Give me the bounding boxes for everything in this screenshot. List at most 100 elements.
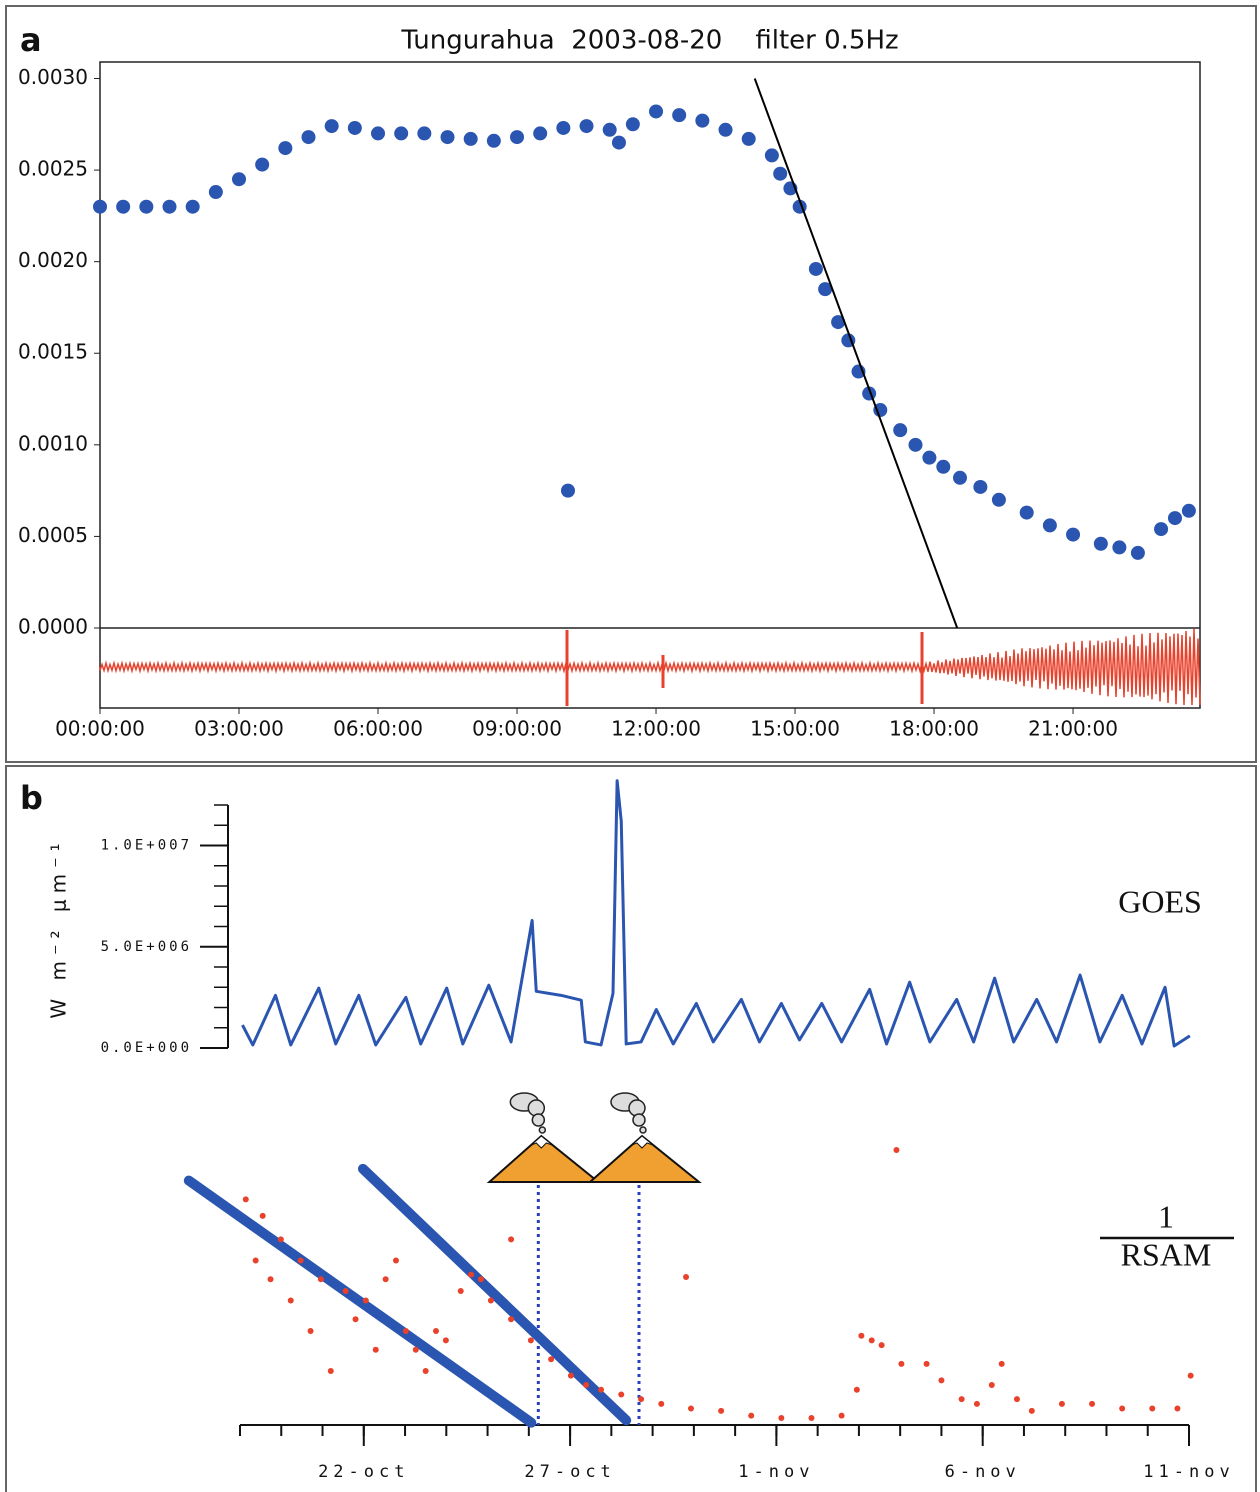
data-point [463,131,478,146]
volcano-body [486,1134,602,1183]
series-label: GOES [1118,883,1202,919]
rsam-point [277,1236,284,1243]
data-point [695,113,710,128]
rsam-point [1149,1405,1156,1412]
rsam-point [893,1147,900,1154]
rsam-point [327,1367,334,1374]
rsam-point [878,1342,885,1349]
y-tick-label: 0.0025 [18,157,88,181]
rsam-point [1187,1372,1194,1379]
volcano-icon [486,1092,602,1183]
y-tick-label: 0.0020 [18,248,88,272]
data-point [394,126,409,141]
data-point [1181,503,1196,518]
rsam-point [1058,1400,1065,1407]
volcano-snow [530,1135,553,1149]
series-label: RSAM [1121,1236,1212,1272]
data-point [371,126,386,141]
data-point [602,122,617,137]
data-point [232,172,247,187]
rsam-point [508,1316,515,1323]
rsam-point [352,1316,359,1323]
data-point [560,483,575,498]
x-tick-label: 00:00:00 [55,717,145,741]
rsam-point [508,1236,515,1243]
data-point [440,130,455,145]
y-tick-label: 0.0015 [18,340,88,364]
x-tick-label: 09:00:00 [472,717,562,741]
data-point [1167,511,1182,526]
rsam-point [457,1288,464,1295]
data-point [893,423,908,438]
rsam-point [998,1360,1005,1367]
rsam-point [853,1386,860,1393]
rsam-point [362,1297,369,1304]
rsam-point [392,1257,399,1264]
data-point [486,133,501,148]
data-point [255,157,270,172]
rsam-point [618,1391,625,1398]
x-tick-label: 18:00:00 [889,717,979,741]
rsam-point [412,1346,419,1353]
rsam-point [658,1400,665,1407]
rsam-point [898,1360,905,1367]
rsam-point [287,1297,294,1304]
data-point [1154,522,1169,537]
y-tick-label: 0.0005 [18,523,88,547]
y-tick-label: 1.0E+007 [101,838,192,854]
rsam-point [527,1337,534,1344]
fit-line [183,1175,537,1428]
data-point [510,130,525,145]
data-point [764,148,779,163]
rsam-point [858,1332,865,1339]
data-point [818,282,833,297]
rsam-point [242,1196,249,1203]
rsam-point [683,1273,690,1280]
data-point [417,126,432,141]
data-point [1019,505,1034,520]
rsam-point [432,1328,439,1334]
rsam-point [988,1382,995,1389]
seismogram [99,628,1201,706]
x-tick-label: 06:00:00 [333,717,423,741]
data-point [672,108,687,123]
plot-frame [99,61,1201,709]
data-point [301,130,316,145]
rsam-point [973,1400,980,1407]
data-point [611,135,626,150]
data-point [936,459,951,474]
x-tick-label: 11-nov [1143,1462,1234,1482]
rsam-point [297,1257,304,1264]
fit-line [357,1163,632,1426]
data-point [1093,536,1108,551]
rsam-point [422,1367,429,1374]
y-tick-label: 0.0030 [18,65,88,89]
rsam-point [1089,1400,1096,1407]
rsam-point [808,1414,815,1421]
rsam-point [958,1396,965,1403]
rsam-point [468,1271,475,1278]
rsam-point [638,1396,645,1403]
rsam-point [598,1386,605,1393]
rsam-point [267,1276,274,1283]
data-point [93,199,107,214]
data-point [625,117,640,132]
rsam-point [778,1414,785,1421]
volcano-icon [587,1092,702,1183]
data-point [973,479,988,494]
rsam-point [1174,1405,1181,1412]
data-point [139,199,154,214]
x-tick-label: 21:00:00 [1028,717,1118,741]
rsam-point [687,1405,694,1412]
data-point [579,119,594,134]
rsam-point [748,1412,755,1419]
y-axis-label: W m⁻² μm⁻¹ [47,837,71,1018]
data-point [208,185,223,200]
rsam-point [259,1212,266,1219]
rsam-point [923,1360,930,1367]
chart-title: Tungurahua 2003-08-20 filter 0.5Hz [400,26,898,56]
y-tick-label: 0.0000 [18,615,88,639]
data-point [831,315,846,330]
plume [531,1113,546,1127]
